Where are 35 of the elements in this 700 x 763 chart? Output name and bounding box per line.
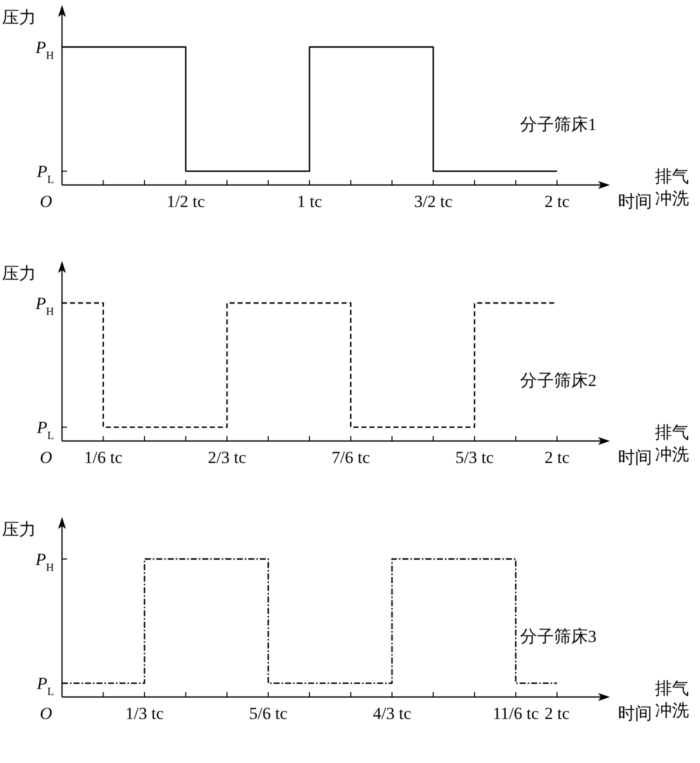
x-tick-label: 1/6 tc <box>84 448 123 467</box>
x-tick-label: 4/3 tc <box>372 704 412 723</box>
text: P$_{H}$ <box>34 550 54 574</box>
text: O <box>40 704 52 723</box>
x-tick-label: 2 tc <box>544 192 570 211</box>
text: 排气冲洗 <box>655 167 689 208</box>
x-tick-label: 2/3 tc <box>208 448 247 467</box>
x-tick-label: 1 tc <box>296 192 322 211</box>
text: O <box>40 448 52 467</box>
x-tick-label: 5/6 tc <box>249 704 288 723</box>
text: P$_{L}$ <box>36 162 54 186</box>
x-tick-label: 5/3 tc <box>455 448 494 467</box>
x-tick-label: 3/2 tc <box>414 192 453 211</box>
text: 分子筛床1 <box>520 115 596 134</box>
x-axis-title: 时间 <box>618 704 652 723</box>
x-tick-label: 11/6 tc <box>492 704 540 723</box>
text: 分子筛床2 <box>520 371 596 390</box>
text: P$_{H}$ <box>34 294 54 318</box>
x-axis-title: 时间 <box>618 448 652 467</box>
x-tick-label: 2 tc <box>544 448 570 467</box>
x-tick-label: 7/6 tc <box>332 448 370 467</box>
x-tick-label: 1/2 tc <box>166 192 206 211</box>
y-axis-title: 压力 <box>2 264 36 283</box>
series-label: 分子筛床3 <box>520 627 596 646</box>
text: P$_{L}$ <box>36 418 54 442</box>
x-tick-label: 1/3 tc <box>125 704 164 723</box>
text: P$_{L}$ <box>36 674 54 698</box>
y-axis-title: 压力 <box>2 8 36 27</box>
x-tick-label: 2 tc <box>544 704 570 723</box>
x-axis-title: 时间 <box>618 192 652 211</box>
text: 排气冲洗 <box>655 679 689 720</box>
text: O <box>40 192 52 211</box>
text: P$_{H}$ <box>34 38 54 62</box>
text: 排气冲洗 <box>655 423 689 464</box>
y-axis-title: 压力 <box>2 520 36 539</box>
